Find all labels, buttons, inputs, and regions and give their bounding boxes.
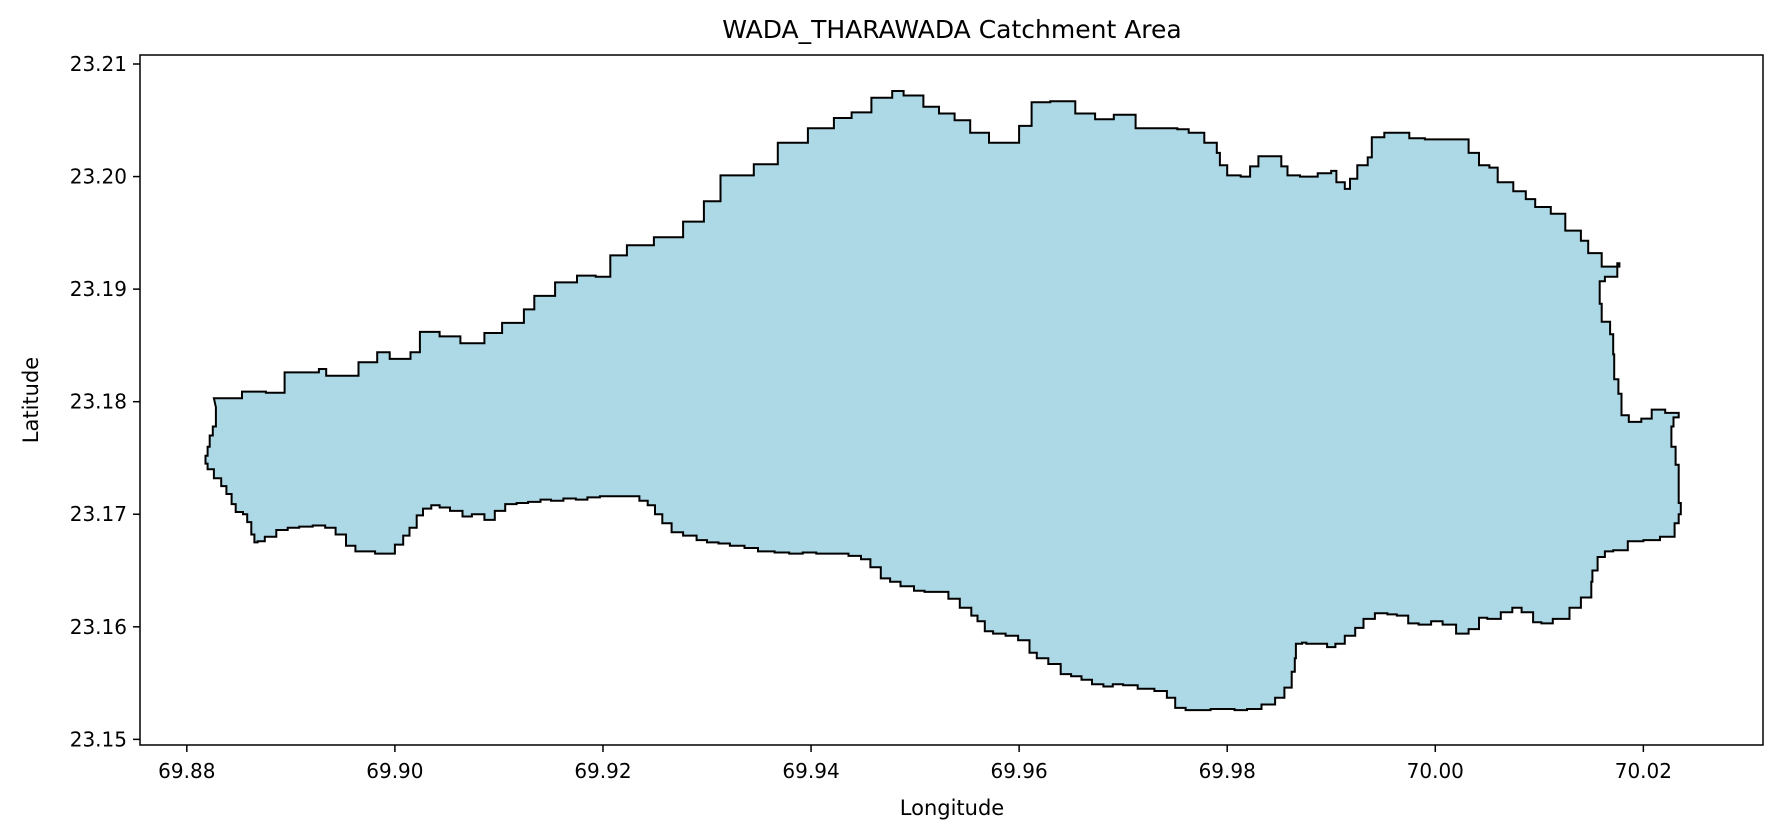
y-tick-label: 23.17 <box>70 502 127 526</box>
x-tick-label: 69.92 <box>574 759 631 783</box>
x-tick-label: 70.00 <box>1407 759 1464 783</box>
x-axis-label: Longitude <box>900 796 1004 820</box>
x-tick-label: 70.02 <box>1615 759 1672 783</box>
x-tick-label: 69.94 <box>782 759 839 783</box>
x-tick-label: 69.88 <box>158 759 215 783</box>
y-tick-label: 23.15 <box>70 727 127 751</box>
x-tick-label: 69.90 <box>366 759 423 783</box>
y-tick-label: 23.19 <box>70 277 127 301</box>
y-axis-label: Latitude <box>19 357 43 443</box>
x-tick-label: 69.96 <box>990 759 1047 783</box>
x-axis: 69.88 69.90 69.92 69.94 69.96 69.98 70.00 70.02 <box>158 745 1672 783</box>
y-tick-label: 23.18 <box>70 390 127 414</box>
plot-area <box>204 90 1682 712</box>
catchment-polygon <box>204 90 1682 712</box>
chart-title: WADA_THARAWADA Catchment Area <box>722 15 1181 44</box>
axes-frame <box>139 54 1764 746</box>
y-tick-label: 23.21 <box>70 52 127 76</box>
y-axis: 23.15 23.16 23.17 23.18 23.19 23.20 23.21 <box>70 52 140 751</box>
y-tick-label: 23.16 <box>70 615 127 639</box>
x-tick-label: 69.98 <box>1199 759 1256 783</box>
y-tick-label: 23.20 <box>70 165 127 189</box>
